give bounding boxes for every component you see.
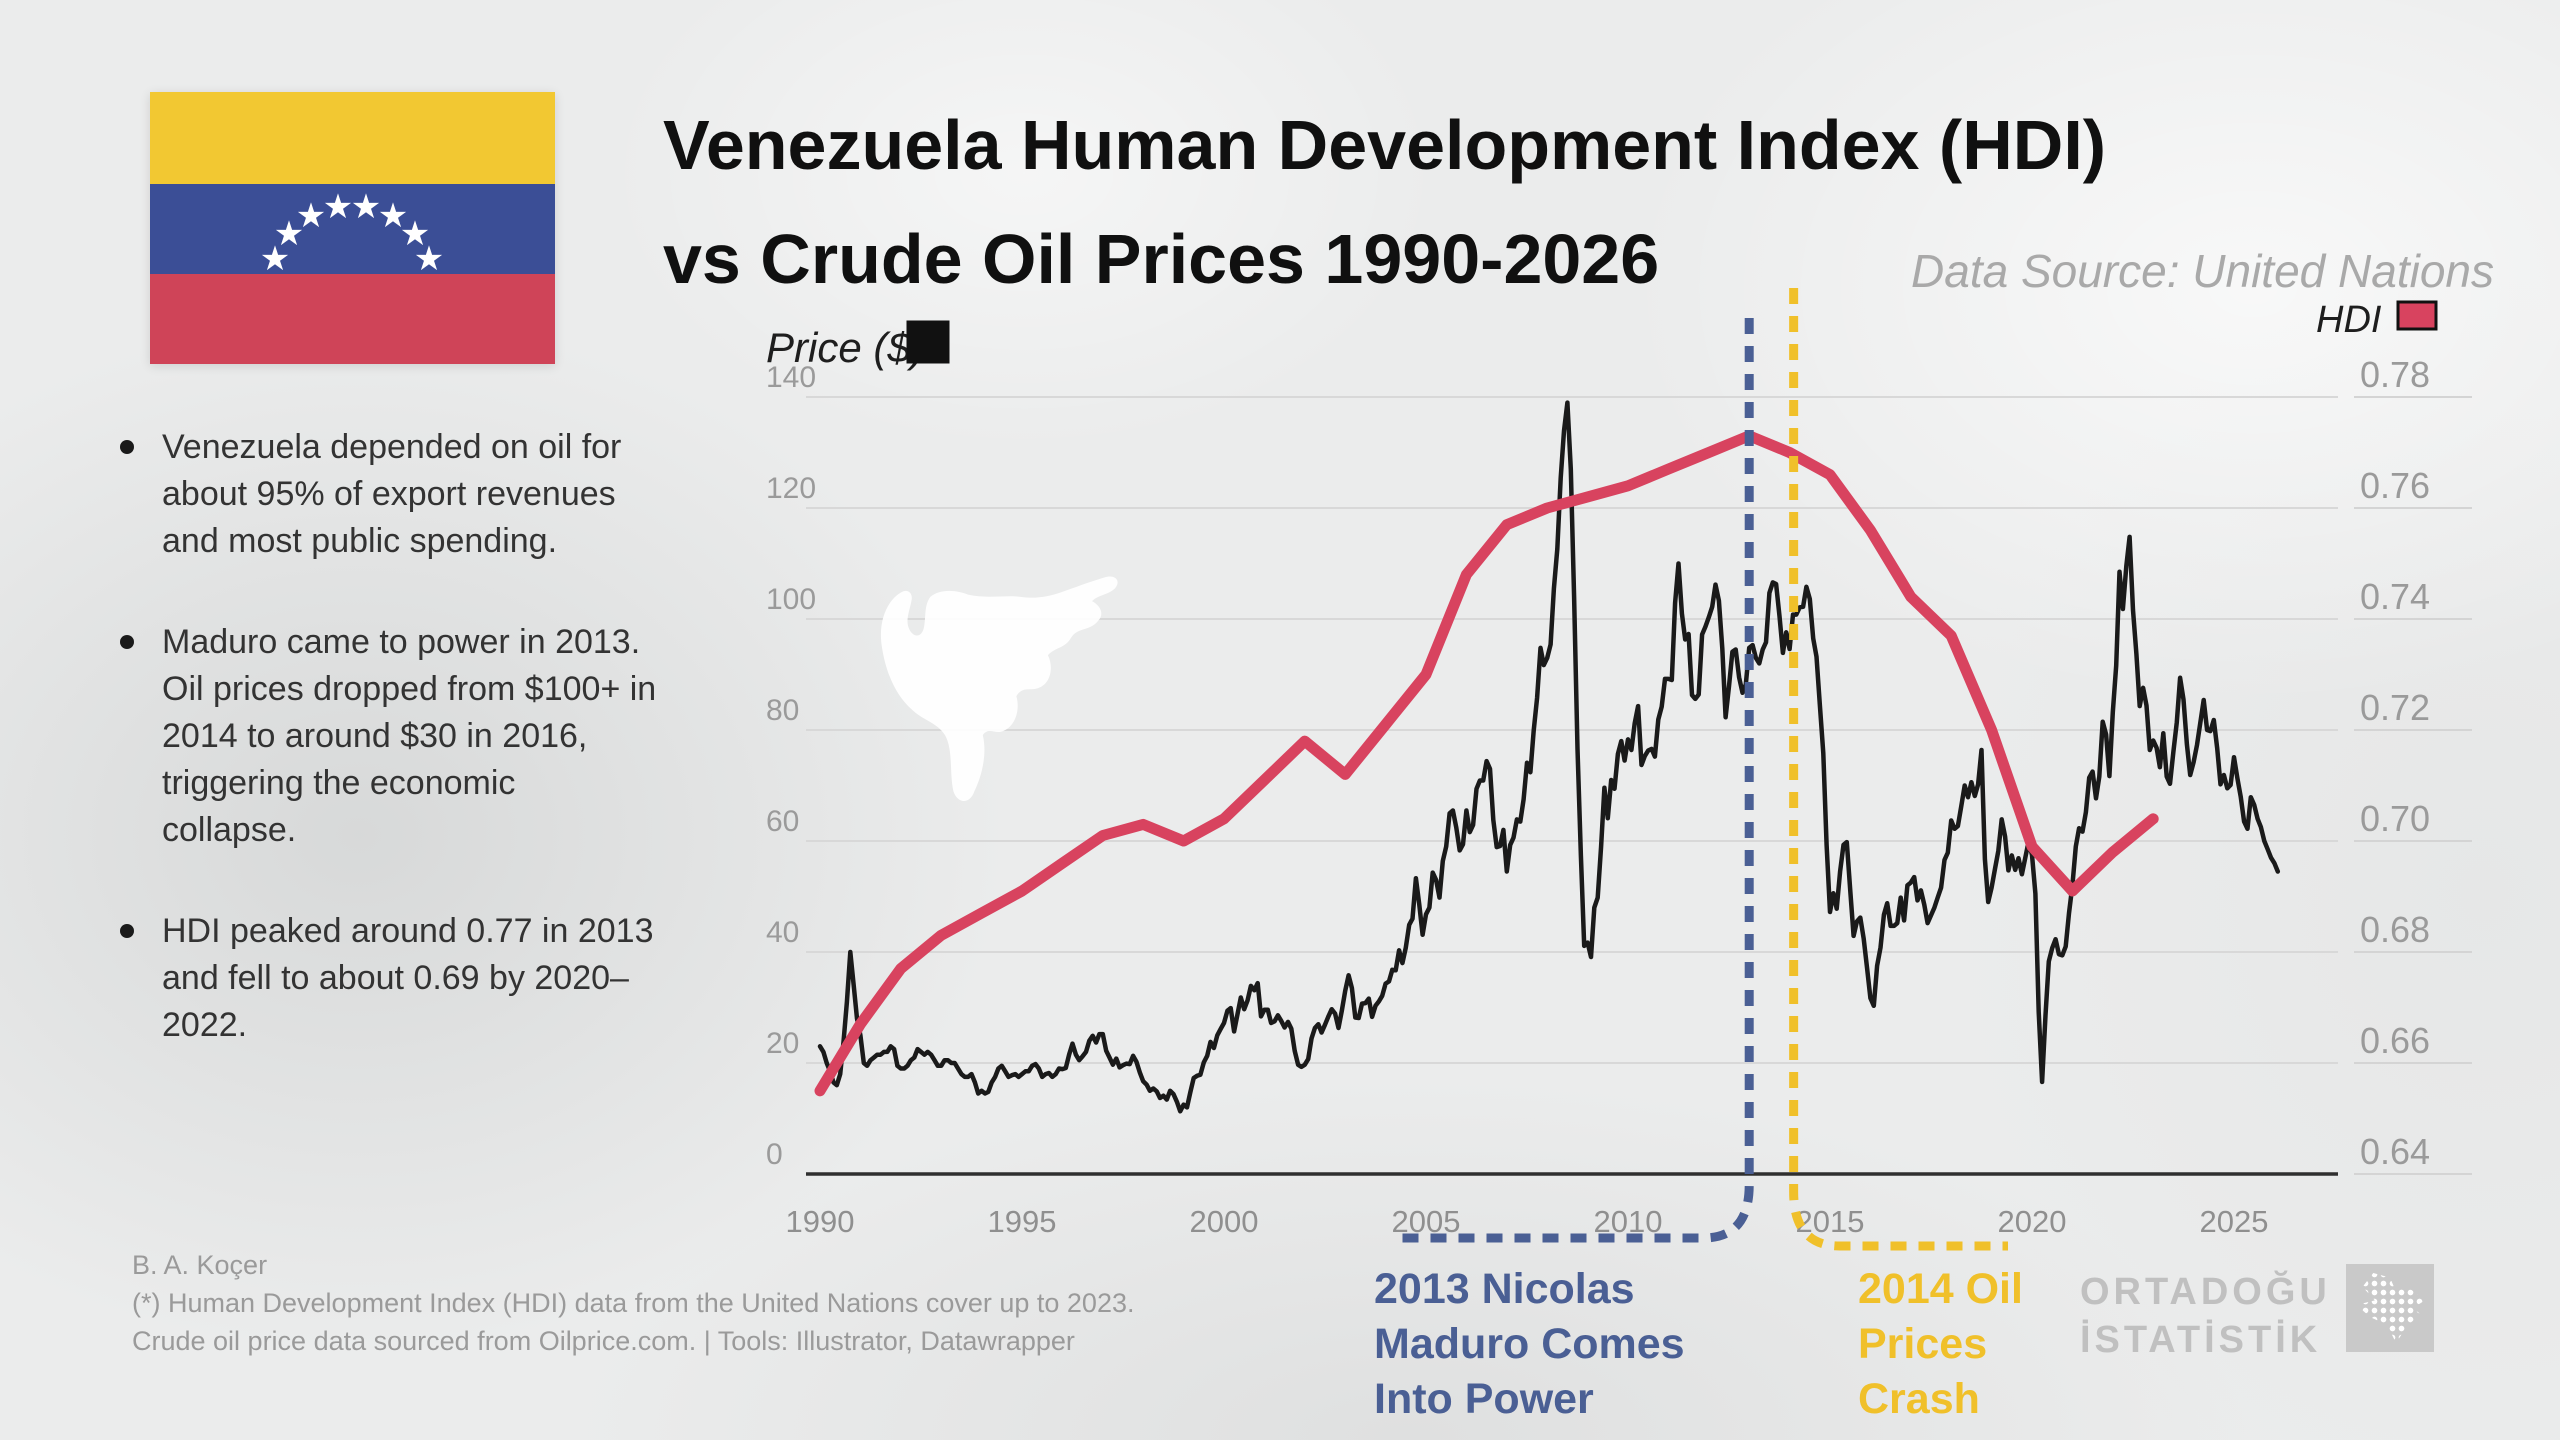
annotation-maduro-2013: 2013 Nicolas Maduro Comes Into Power [1374,1265,1685,1423]
hdi-legend-swatch-icon [2396,300,2438,331]
flag-yellow-stripe [150,92,555,184]
flag-stars-arc: ★ ★ ★ ★ ★ ★ ★ ★ [260,188,444,278]
flag-star-icon: ★ [351,188,381,226]
right-grid-stubs [2354,396,2472,1175]
x-tick: 2025 [2200,1204,2269,1239]
venezuela-map-watermark [880,576,1118,801]
y-right-tick: 0.78 [2360,354,2430,395]
flag-star-icon: ★ [323,188,353,226]
x-tick-labels: 1990 1995 2000 2005 2010 2015 2020 2025 [786,1204,2269,1239]
bullet-item-oil-dependence: Venezuela depended on oil for about 95% … [118,424,658,565]
price-legend-swatch-icon [906,320,950,364]
y-left-tick: 120 [766,472,816,505]
data-source-label: Data Source: United Nations [1911,245,2494,297]
flag-star-icon: ★ [400,215,430,253]
y-left-tick: 20 [766,1027,799,1060]
title-line2: vs Crude Oil Prices 1990-2026 [663,220,1660,298]
x-tick: 2020 [1998,1204,2067,1239]
y-left-tick: 0 [766,1138,783,1171]
x-tick: 2015 [1796,1204,1865,1239]
bullet-item-maduro-oil-crash: Maduro came to power in 2013. Oil prices… [118,619,658,854]
y-right-tick: 0.74 [2360,576,2430,617]
venezuela-flag: ★ ★ ★ ★ ★ ★ ★ ★ [150,92,555,364]
footer-sources: Crude oil price data sourced from Oilpri… [132,1326,1075,1356]
x-tick: 2010 [1594,1204,1663,1239]
footer-hdi-note: (*) Human Development Index (HDI) data f… [132,1288,1135,1318]
y-right-tick: 0.64 [2360,1131,2430,1172]
x-tick: 2005 [1392,1204,1461,1239]
legend-price: Price ($) [766,320,950,371]
event-guide-line-2014 [1789,288,2008,1251]
y-right-tick: 0.76 [2360,465,2430,506]
brand-name-line1: ORTADOĞU [2080,1271,2331,1313]
y-right-tick: 0.68 [2360,909,2430,950]
flag-star-icon: ★ [260,240,290,278]
legend-hdi: HDI [2316,299,2438,341]
y-left-tick: 100 [766,583,816,616]
annotation-oil-crash-2014: 2014 Oil Prices Crash [1858,1265,2023,1423]
y-right-tick: 0.72 [2360,687,2430,728]
flag-star-icon: ★ [274,215,304,253]
x-tick: 1995 [988,1204,1057,1239]
flag-red-stripe [150,274,555,364]
y-right-tick: 0.66 [2360,1020,2430,1061]
flag-star-icon: ★ [414,240,444,278]
x-tick: 2000 [1190,1204,1259,1239]
y-left-tick: 40 [766,916,799,949]
flag-blue-stripe [150,184,555,274]
chart-title: Venezuela Human Development Index (HDI) … [663,88,2106,316]
y-left-tick: 60 [766,805,799,838]
brand-logo-text: ORTADOĞU İSTATİSTİK [2080,1268,2331,1364]
y-left-tick: 80 [766,694,799,727]
series-hdi-line [814,430,2159,1097]
flag-star-icon: ★ [378,197,408,235]
footer-author: B. A. Koçer [132,1250,268,1280]
bullet-item-hdi-peak-fall: HDI peaked around 0.77 in 2013 and fell … [118,908,658,1049]
event-guide-lines [1400,288,2008,1251]
key-points-list: Venezuela depended on oil for about 95% … [118,424,658,1103]
hdi-axis-legend-label: HDI [2316,299,2382,341]
dotted-map-icon [2356,1273,2425,1343]
y-left-tick-labels: 0 20 40 60 80 100 120 140 [766,361,816,1171]
event-guide-line-2013 [1400,318,1754,1243]
title-line1: Venezuela Human Development Index (HDI) [663,106,2107,184]
y-right-tick-labels: 0.64 0.66 0.68 0.70 0.72 0.74 0.76 0.78 [2360,354,2430,1172]
flag-star-icon: ★ [296,197,326,235]
x-tick: 1990 [786,1204,855,1239]
brand-name-line2: İSTATİSTİK [2080,1319,2322,1361]
footer-credits: B. A. Koçer (*) Human Development Index … [132,1246,1134,1360]
price-axis-legend-label: Price ($) [766,324,925,371]
y-right-tick: 0.70 [2360,798,2430,839]
brand-logo-mark-icon [2346,1264,2434,1352]
series-oil-price-line [817,400,2281,1114]
series-lines [814,400,2281,1114]
y-left-tick: 140 [766,361,816,394]
